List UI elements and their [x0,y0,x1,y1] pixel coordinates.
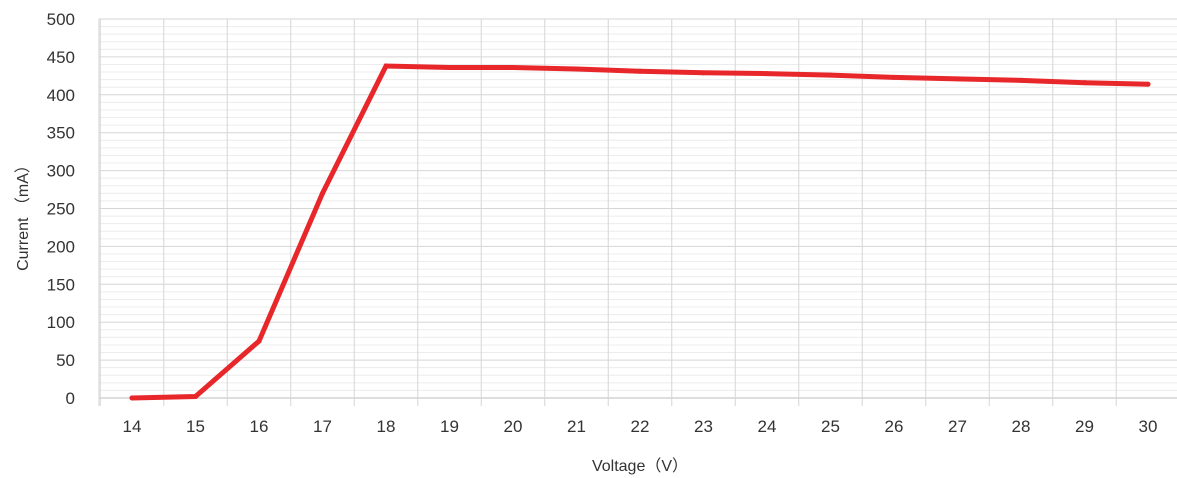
data-point [320,190,325,196]
data-point [510,65,516,71]
x-tick-label: 14 [123,417,142,436]
x-axis-title: Voltage（V） [592,457,688,475]
x-tick-label: 18 [377,417,396,436]
series-layer [129,63,1151,401]
x-tick-label: 22 [631,417,650,436]
y-axis-title: Current （mA） [14,157,32,271]
y-tick-label: 500 [47,10,75,29]
x-tick-label: 19 [440,417,459,436]
x-tick-label: 16 [250,417,269,436]
x-tick-label: 30 [1139,417,1158,436]
data-point [955,76,960,82]
y-tick-label: 200 [47,237,75,256]
y-tick-label: 400 [47,86,75,105]
tick-layer: 0 50 100 150 200 250 300 350 400 450 500 14 15 16 17 18… [47,10,1158,436]
y-tick-label: 100 [47,313,75,332]
y-tick-label: 450 [47,48,75,67]
data-point [574,66,579,72]
x-tick-label: 27 [948,417,967,436]
data-point [891,74,897,80]
x-tick-label: 17 [313,417,332,436]
x-tick-label: 21 [567,417,586,436]
y-tick-label: 150 [47,275,75,294]
x-tick-label: 25 [821,417,840,436]
x-tick-label: 29 [1075,417,1094,436]
x-tick-label: 23 [694,417,713,436]
x-tick-label: 15 [186,417,205,436]
x-tick-label: 24 [758,417,777,436]
data-point [129,395,135,401]
y-tick-label: 50 [56,351,75,370]
x-tick-label: 20 [504,417,523,436]
data-point [1082,80,1087,86]
data-point [764,71,770,77]
x-tick-label: 26 [885,417,904,436]
data-point [383,63,389,69]
y-tick-label: 0 [66,389,75,408]
y-tick-label: 300 [47,162,75,181]
y-tick-label: 350 [47,124,75,143]
data-point [701,70,706,76]
data-point [447,65,452,71]
x-tick-label: 28 [1012,417,1031,436]
series-line [129,63,1151,401]
grid-layer [98,18,1177,406]
data-point [1145,81,1151,87]
data-point [193,393,198,399]
data-point [1018,77,1024,83]
data-point [828,72,833,78]
data-point [256,338,262,344]
data-point [637,68,643,74]
y-tick-label: 250 [47,200,75,219]
